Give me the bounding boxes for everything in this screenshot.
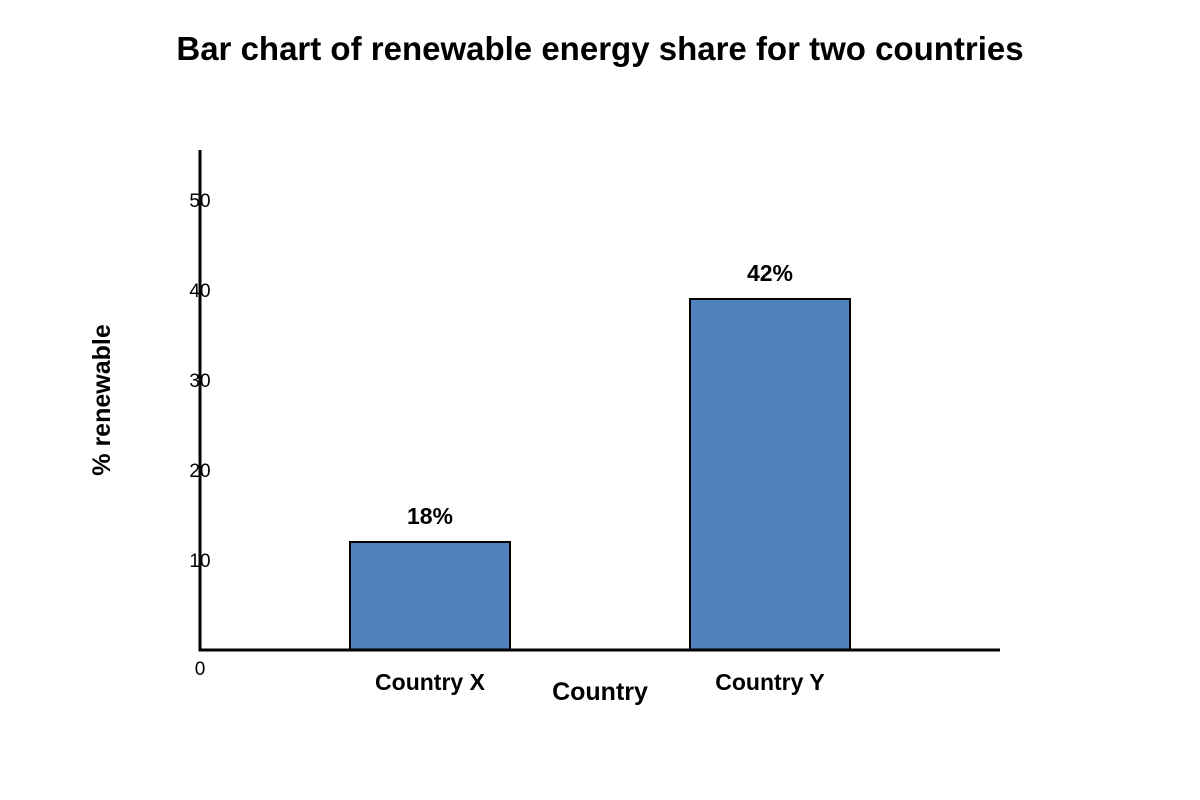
- bar-data-label: 42%: [747, 260, 793, 286]
- bar: [689, 298, 851, 651]
- x-axis-label: Country: [552, 678, 648, 706]
- y-axis-label: % renewable: [88, 324, 116, 476]
- y-tick-label: 0: [195, 659, 206, 680]
- x-category-label: Country Y: [715, 669, 824, 695]
- x-category-label: Country X: [375, 669, 486, 695]
- chart-title: Bar chart of renewable energy share for …: [176, 30, 1023, 67]
- bar-data-label: 18%: [407, 503, 453, 529]
- bars-group: 18% Country X 42% Country Y: [349, 260, 851, 695]
- bar: [349, 541, 511, 651]
